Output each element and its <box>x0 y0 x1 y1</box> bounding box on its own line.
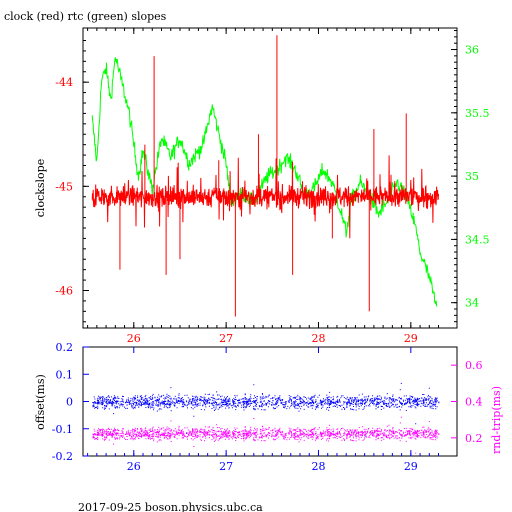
bottom-ylabel-left: offset(ms) <box>34 374 47 430</box>
top-y-right-tick-label: 35 <box>465 170 479 183</box>
top-y-left-tick-label: -45 <box>55 180 73 193</box>
top-plot-frame <box>82 27 458 329</box>
top-x-tick-label: 28 <box>311 332 325 345</box>
bottom-x-tick-label: 27 <box>219 460 233 473</box>
top-ylabel: clockslope <box>34 159 47 217</box>
top-y-right-tick-label: 34 <box>465 297 479 310</box>
clock-slope-line <box>91 155 439 239</box>
bottom-x-tick-label: 29 <box>404 460 418 473</box>
top-y-right-tick-label: 36 <box>465 44 479 57</box>
bottom-y-left-tick-label: -0.1 <box>52 423 73 436</box>
roundtrip-points <box>92 416 440 454</box>
top-y-right-tick-label: 34.5 <box>465 233 490 246</box>
clock-rtc-slopes-plot: clockslope 26 27 28 29 -44 -45 -46 36 35.5 35 34.5… <box>34 27 490 345</box>
top-x-tick-label: 26 <box>127 332 141 345</box>
bottom-x-tick-label: 26 <box>127 460 141 473</box>
top-y-left-tick-label: -46 <box>55 285 73 298</box>
bottom-y-left-tick-label: -0.2 <box>52 450 73 463</box>
footer-label: 2017-09-25 boson.physics.ubc.ca <box>78 501 263 512</box>
top-x-tick-label: 29 <box>404 332 418 345</box>
top-y-right-tick-label: 35.5 <box>465 107 490 120</box>
top-x-tick-label: 27 <box>219 332 233 345</box>
bottom-y-left-tick-label: 0.2 <box>56 341 74 354</box>
bottom-y-right-tick-label: 0.2 <box>465 432 483 445</box>
rtc-slope-line <box>91 57 438 307</box>
bottom-y-left-tick-label: 0.1 <box>56 368 74 381</box>
offset-roundtrip-plot: offset(ms) rnd-trip(ms) 26 27 28 29 0.2 0.1 0 -… <box>34 341 503 473</box>
bottom-x-tick-label: 28 <box>311 460 325 473</box>
bottom-y-right-tick-label: 0.4 <box>465 396 483 409</box>
bottom-y-left-tick-label: 0 <box>66 396 73 409</box>
chart-title: clock (red) rtc (green) slopes <box>4 10 167 23</box>
bottom-ylabel-right: rnd-trip(ms) <box>490 386 503 454</box>
top-y-left-tick-label: -44 <box>55 76 73 89</box>
bottom-y-right-tick-label: 0.6 <box>465 359 483 372</box>
